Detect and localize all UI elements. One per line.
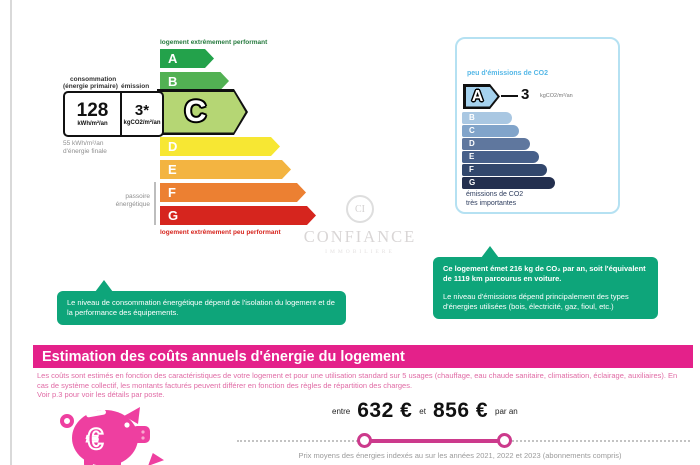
agency-name: CONFIANCE <box>303 227 417 246</box>
energy-class-letter-c: C <box>160 92 246 133</box>
energy-prices-footnote: Prix moyens des énergies indexés au sur … <box>298 451 622 460</box>
cost-range-highlight <box>365 439 505 443</box>
co2-scale-top-label: peu d'émissions de CO2 <box>467 70 549 77</box>
co2-class-bar-g: G <box>462 177 555 189</box>
co2-unit: kgCO2/m²/an <box>540 93 573 99</box>
cost-range-knob-min <box>357 433 372 448</box>
co2-value: 3 <box>521 86 530 103</box>
agency-monogram-icon: CI <box>346 195 374 223</box>
energy-class-arrow-g: G <box>160 206 316 225</box>
energy-class-arrow-c-highlighted: C <box>157 89 248 135</box>
co2-callout-bold-text: Ce logement émet 216 kg de CO₂ par an, s… <box>443 264 646 283</box>
costs-section-header: Estimation des coûts annuels d'énergie d… <box>33 345 693 368</box>
agency-subtitle: IMMOBILIERE <box>325 249 395 255</box>
agency-watermark: CI CONFIANCE IMMOBILIERE <box>293 195 427 255</box>
emission-value: 3* <box>134 101 150 119</box>
co2-value-connector <box>501 95 518 97</box>
cost-range-max: 856 € <box>432 399 489 422</box>
energy-class-arrow-a: A <box>160 49 214 68</box>
energy-class-letter: F <box>168 185 176 200</box>
co2-class-letter: D <box>469 139 475 149</box>
co2-class-letter-a: A <box>466 87 498 107</box>
consumption-cell: 128 kWh/m²/an <box>65 93 120 135</box>
energy-scale-top-label: logement extrêmement performant <box>160 39 268 46</box>
energy-callout: Le niveau de consommation énergétique dé… <box>57 280 346 325</box>
cost-range-et: et <box>419 406 426 416</box>
emission-cell: 3* kgCO2/m²/an <box>120 93 162 135</box>
energy-class-arrow-f: F <box>160 183 306 202</box>
callout-pointer <box>95 280 113 292</box>
emission-unit: kgCO2/m²/an <box>123 119 161 126</box>
energy-class-letter: A <box>168 51 178 66</box>
cost-range-per: par an <box>495 406 518 416</box>
energy-class-letter: G <box>168 208 179 223</box>
energy-class-letter: D <box>168 139 178 154</box>
annual-cost-range: entre 632 € et 856 € par an <box>332 399 518 423</box>
co2-class-bar-e: E <box>462 151 539 163</box>
energy-sieve-label: passoire énergétique <box>115 193 150 208</box>
costs-description-text: Les coûts sont estimés en fonction des c… <box>37 371 678 390</box>
co2-callout-text: Le niveau d'émissions dépend principalem… <box>443 292 629 311</box>
co2-class-bar-f: F <box>462 164 547 176</box>
energy-class-arrow-d: D <box>160 137 280 156</box>
energy-sieve-bracket <box>154 182 156 225</box>
page-left-edge <box>10 0 12 465</box>
consumption-subheader: (énergie primaire) <box>63 83 118 90</box>
co2-class-letter: C <box>469 126 475 136</box>
costs-section-title: Estimation des coûts annuels d'énergie d… <box>42 348 405 365</box>
co2-scale-bottom-label: émissions de CO2 très importantes <box>466 191 524 207</box>
co2-callout: Ce logement émet 216 kg de CO₂ par an, s… <box>433 246 658 319</box>
callout-pointer <box>481 246 499 258</box>
energy-class-arrow-e: E <box>160 160 291 179</box>
energy-class-letter: E <box>168 162 177 177</box>
final-energy-note: 55 kWh/m²/an d'énergie finale <box>63 140 107 155</box>
cost-range-min: 632 € <box>357 399 413 422</box>
consumption-unit: kWh/m²/an <box>77 120 108 127</box>
costs-description: Les coûts sont estimés en fonction des c… <box>37 371 689 400</box>
energy-class-arrow-b: B <box>160 72 229 91</box>
consumption-value: 128 <box>76 99 109 121</box>
costs-see-details: Voir p.3 pour voir les détails par poste… <box>37 390 165 399</box>
cost-range-entre: entre <box>332 406 351 416</box>
co2-class-letter: E <box>469 152 475 162</box>
co2-class-letter: G <box>469 178 476 188</box>
co2-class-bar-c: C <box>462 125 519 137</box>
consumption-header: consommation <box>70 76 117 83</box>
energy-scale-bottom-label: logement extrêmement peu performant <box>160 229 281 236</box>
cost-range-knob-max <box>497 433 512 448</box>
energy-class-letter: B <box>168 73 178 89</box>
co2-class-letter: F <box>469 165 474 175</box>
energy-value-box: 128 kWh/m²/an 3* kgCO2/m²/an <box>63 91 164 137</box>
svg-text:€: € <box>87 423 104 456</box>
energy-callout-text: Le niveau de consommation énergétique dé… <box>67 298 335 317</box>
piggy-bank-icon: € <box>58 404 154 465</box>
co2-class-bar-b: B <box>462 112 512 124</box>
co2-class-bar-d: D <box>462 138 530 150</box>
emission-header: émission <box>121 83 150 90</box>
co2-class-letter: B <box>469 113 475 123</box>
